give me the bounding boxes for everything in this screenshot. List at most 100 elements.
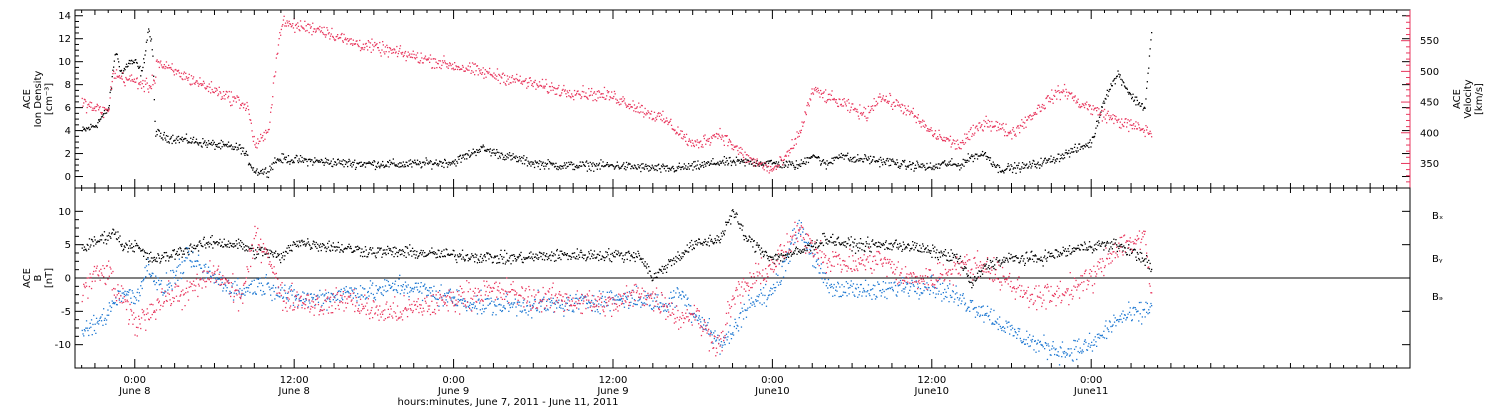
- data-point: [186, 248, 188, 250]
- data-point: [948, 260, 950, 262]
- data-point: [511, 76, 513, 79]
- data-point: [322, 161, 325, 163]
- data-point: [619, 254, 621, 256]
- data-point: [381, 49, 383, 51]
- data-point: [493, 148, 495, 151]
- data-point: [148, 91, 150, 93]
- data-point: [802, 161, 805, 163]
- data-point: [918, 250, 920, 252]
- data-point: [621, 258, 623, 260]
- data-point: [899, 242, 901, 245]
- data-point: [272, 96, 274, 98]
- data-point: [222, 143, 225, 145]
- data-point: [808, 244, 810, 247]
- data-point: [1135, 121, 1137, 123]
- data-point: [220, 244, 222, 247]
- data-point: [776, 254, 778, 256]
- data-point: [396, 55, 399, 58]
- data-point: [181, 78, 183, 80]
- data-point: [481, 146, 484, 148]
- data-point: [532, 161, 534, 164]
- data-point: [892, 244, 894, 246]
- data-point: [487, 252, 489, 254]
- data-point: [658, 115, 661, 117]
- data-point: [608, 91, 610, 93]
- data-point: [151, 272, 153, 274]
- data-point: [623, 259, 626, 261]
- data-point: [924, 248, 926, 251]
- data-point: [377, 247, 379, 249]
- data-point: [614, 93, 616, 95]
- data-point: [945, 255, 947, 257]
- data-point: [689, 242, 691, 244]
- data-point: [455, 259, 457, 261]
- data-point: [553, 163, 555, 165]
- data-point: [448, 254, 450, 256]
- data-point: [844, 103, 847, 105]
- data-point: [774, 162, 776, 165]
- data-point: [104, 239, 106, 241]
- data-point: [690, 145, 693, 147]
- data-point: [479, 255, 481, 258]
- data-point: [906, 109, 908, 112]
- data-point: [517, 161, 519, 163]
- data-point: [486, 148, 489, 151]
- data-point: [137, 65, 139, 68]
- data-point: [233, 292, 235, 294]
- data-point: [464, 158, 466, 160]
- data-point: [904, 247, 907, 249]
- data-point: [579, 251, 581, 253]
- data-point: [565, 93, 567, 95]
- data-point: [877, 241, 880, 243]
- data-point: [124, 290, 126, 292]
- data-point: [557, 257, 559, 259]
- data-point: [879, 93, 881, 95]
- data-point: [683, 253, 685, 255]
- data-point: [363, 48, 365, 51]
- data-point: [810, 99, 812, 101]
- data-point: [263, 293, 265, 295]
- data-point: [378, 247, 380, 249]
- data-point: [571, 95, 573, 97]
- data-point: [714, 163, 716, 165]
- data-point: [623, 168, 626, 170]
- data-point: [797, 248, 799, 250]
- data-point: [795, 160, 797, 162]
- data-point: [355, 246, 357, 248]
- data-point: [172, 269, 174, 272]
- data-point: [669, 168, 671, 170]
- data-point: [362, 43, 364, 45]
- data-point: [228, 246, 230, 248]
- data-point: [1107, 242, 1109, 244]
- data-point: [169, 138, 171, 140]
- data-point: [976, 278, 978, 280]
- data-point: [360, 161, 362, 163]
- data-point: [99, 317, 101, 319]
- data-point: [115, 231, 117, 233]
- data-point: [199, 240, 201, 242]
- data-point: [1054, 257, 1056, 259]
- data-point: [394, 253, 397, 255]
- data-point: [1014, 260, 1016, 262]
- data-point: [459, 155, 461, 157]
- data-point: [242, 293, 245, 295]
- data-point: [800, 250, 802, 252]
- data-point: [464, 153, 466, 156]
- data-point: [800, 252, 802, 254]
- data-point: [275, 294, 277, 296]
- data-point: [190, 250, 193, 252]
- data-point: [342, 250, 344, 252]
- data-point: [999, 170, 1001, 173]
- data-point: [832, 163, 834, 165]
- data-point: [990, 130, 992, 132]
- data-point: [260, 249, 262, 251]
- data-point: [584, 165, 586, 167]
- data-point: [1089, 245, 1091, 247]
- data-point: [396, 45, 398, 48]
- data-point: [1109, 88, 1111, 90]
- data-point: [544, 85, 546, 87]
- data-point: [1053, 94, 1055, 97]
- data-point: [773, 262, 775, 265]
- data-point: [1009, 258, 1011, 260]
- data-point: [128, 79, 130, 81]
